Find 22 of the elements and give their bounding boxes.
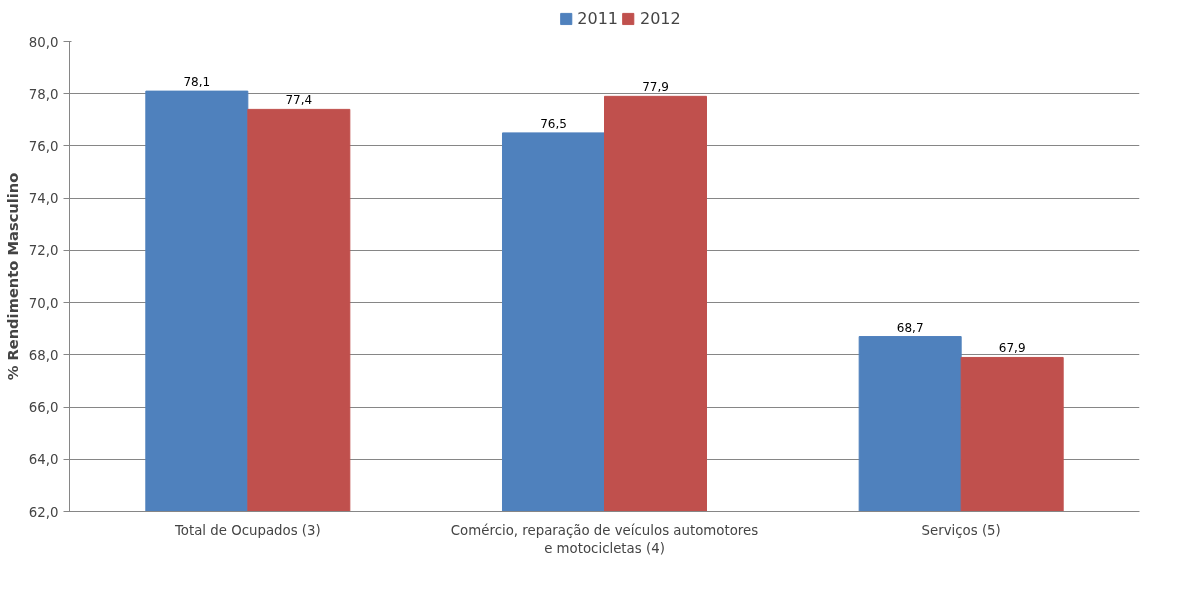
x-tick-label: Serviços (5) [921,522,1001,538]
y-tick-label: 72,0 [28,243,59,259]
y-tick-label: 74,0 [28,191,59,207]
legend-label: 2012 [640,8,681,28]
y-tick-label: 66,0 [28,400,59,416]
legend-label: 2011 [577,8,618,28]
text: 77,4 [285,93,313,108]
y-tick-label: 64,0 [28,452,59,468]
y-tick-label: 62,0 [28,504,59,520]
text: 78,1 [183,75,211,90]
x-tick-label: Comércio, reparação de veículos automotores e motocicletas (4) [450,522,759,556]
text: 67,9 [998,341,1026,356]
y-tick-label: 78,0 [28,86,59,102]
text: 77,9 [642,80,669,95]
y-axis-title: % Rendimento Masculino [3,172,21,381]
x-tick-label: Total de Ocupados (3) [173,522,321,538]
y-tick-label: 70,0 [28,295,59,311]
y-tick-label: 76,0 [28,138,59,154]
y-tick-label: 68,0 [28,347,59,363]
text: 68,7 [896,320,924,335]
y-tick-label: 80,0 [28,34,59,50]
text: 76,5 [540,116,567,131]
